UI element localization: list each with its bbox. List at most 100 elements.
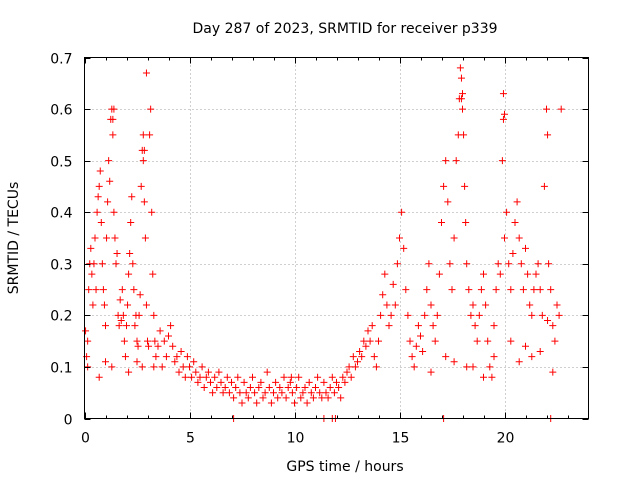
data-point [549,322,557,330]
data-point [124,301,132,309]
data-point [242,389,250,397]
data-point [169,342,177,350]
data-point [536,286,544,294]
data-point [339,373,347,381]
data-point [154,342,162,350]
data-point [402,286,410,294]
data-point [490,353,498,361]
data-point [330,389,338,397]
data-point [412,342,420,350]
data-point [528,311,536,319]
data-point [110,208,118,216]
data-point [144,337,151,345]
data-point [112,260,120,268]
data-point [186,363,193,371]
data-point [110,105,118,113]
data-point [276,384,284,392]
data-point [505,260,513,268]
data-point [133,358,141,366]
data-point [524,270,532,278]
data-point [181,373,189,381]
data-point [460,131,468,139]
data-point [364,327,372,335]
data-point [423,286,431,294]
data-point [513,198,521,206]
x-tick-labels: 0 5 10 15 20 [81,431,514,447]
data-point [219,389,227,397]
data-point [360,337,368,345]
data-point [137,182,145,190]
data-point [459,90,466,98]
y-tick-label: 0.1 [50,361,72,377]
data-point [501,110,508,118]
data-point [91,234,99,242]
data-point [286,378,294,386]
data-point [540,182,548,190]
x-axis-label: GPS time / hours [286,459,403,475]
data-point [341,378,349,386]
data-point [234,373,242,381]
data-point [236,389,244,397]
data-point [85,286,93,294]
data-point [452,157,460,165]
data-point [499,90,507,98]
data-point [270,389,277,397]
data-point [482,301,490,309]
data-point [511,219,519,227]
data-point [507,337,515,345]
data-point [484,337,492,345]
data-point [94,193,102,201]
x-tick-label: 20 [497,431,515,447]
data-point [419,347,427,355]
data-point [162,353,170,361]
data-point [469,301,477,309]
data-point [211,373,219,381]
data-point [280,373,288,381]
x-tick-label: 10 [287,431,305,447]
data-point [305,378,313,386]
data-point [433,311,441,319]
data-point [356,347,364,355]
data-point [259,394,267,402]
data-point [111,234,119,242]
data-point [89,301,97,309]
data-point [188,373,196,381]
data-point [272,378,280,386]
data-point [385,322,393,330]
data-point [244,394,252,402]
data-point [190,358,198,366]
data-point [145,342,153,350]
data-point [99,286,107,294]
data-point [284,384,292,392]
data-point [389,280,397,288]
data-point [160,337,168,345]
data-point [438,219,445,227]
data-point [431,337,439,345]
data-point [213,384,221,392]
data-point [165,332,172,340]
data-point [509,249,517,257]
data-point [471,322,479,330]
data-point [282,394,290,402]
data-point [291,399,298,407]
data-point [368,322,376,330]
data-point [488,373,496,381]
x-tick-label: 0 [81,431,90,447]
data-point [92,286,100,294]
data-point [435,270,443,278]
data-point [517,260,525,268]
data-point [425,260,433,268]
data-point [375,337,382,345]
data-point [335,384,343,392]
data-point [303,399,311,407]
data-point [383,301,391,309]
data-point [534,260,542,268]
data-point [486,363,494,371]
data-point [261,389,269,397]
data-point [463,363,471,371]
data-point [473,337,481,345]
data-point [519,286,527,294]
data-point [217,378,225,386]
data-point [343,368,351,376]
data-point [549,368,557,376]
